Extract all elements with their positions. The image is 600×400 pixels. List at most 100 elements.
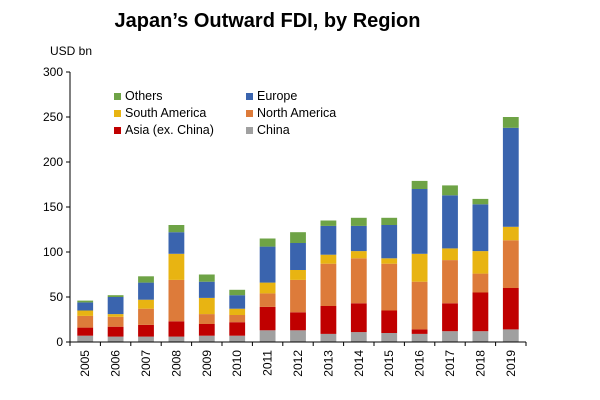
bar-segment-north-america-2013	[320, 263, 337, 306]
legend-swatch-others	[114, 93, 121, 100]
x-tick-label-2015: 2015	[382, 350, 396, 377]
bar-segment-china-2018	[472, 331, 489, 342]
bar-segment-europe-2012	[290, 243, 306, 270]
bar-segment-asia-ex-china--2011	[259, 306, 276, 331]
bar-segment-others-2012	[290, 232, 306, 243]
bar-segment-others-2017	[442, 185, 458, 196]
bar-segment-others-2006	[107, 295, 124, 297]
x-tick-label-2006: 2006	[109, 350, 123, 377]
legend-label-asia-ex-china-: Asia (ex. China)	[125, 123, 214, 137]
bar-segment-china-2013	[320, 333, 337, 342]
bar-segment-asia-ex-china--2017	[442, 303, 458, 332]
legend-swatch-europe	[246, 93, 253, 100]
x-tick-label-2007: 2007	[139, 350, 153, 377]
bar-segment-europe-2019	[502, 127, 519, 227]
y-tick-label-300: 300	[43, 65, 63, 79]
bar-segment-south-america-2018	[472, 251, 489, 274]
legend-swatch-north-america	[246, 110, 253, 117]
bar-segment-south-america-2016	[411, 253, 428, 282]
bar-segment-europe-2011	[259, 246, 276, 283]
bar-segment-north-america-2006	[107, 316, 124, 327]
x-tick-label-2018: 2018	[473, 350, 487, 377]
y-tick-label-100: 100	[43, 245, 63, 259]
bar-segment-north-america-2005	[77, 315, 94, 328]
bar-segment-others-2005	[77, 300, 94, 303]
bar-segment-europe-2013	[320, 225, 337, 255]
bar-segment-south-america-2014	[350, 251, 367, 259]
bar-segment-china-2009	[198, 335, 215, 342]
bar-segment-others-2013	[320, 220, 337, 226]
x-tick-label-2019: 2019	[504, 350, 518, 377]
bar-segment-north-america-2014	[350, 258, 367, 304]
bar-segment-others-2011	[259, 238, 276, 247]
chart-title: Japan’s Outward FDI, by Region	[114, 10, 421, 32]
bar-segment-china-2007	[138, 336, 154, 342]
bar-segment-south-america-2012	[290, 270, 306, 280]
bar-segment-south-america-2010	[229, 308, 246, 315]
bar-segment-others-2009	[198, 274, 215, 282]
bar-segment-china-2017	[442, 331, 458, 342]
bar-segment-north-america-2012	[290, 279, 306, 313]
bar-segment-north-america-2015	[381, 263, 398, 311]
bar-segment-asia-ex-china--2014	[350, 303, 367, 333]
bar-segment-asia-ex-china--2013	[320, 306, 337, 334]
bar-segment-south-america-2013	[320, 254, 337, 264]
bar-segment-south-america-2017	[442, 248, 458, 261]
y-tick-label-200: 200	[43, 155, 63, 169]
bar-segment-china-2015	[381, 333, 398, 342]
bar-segment-china-2016	[411, 333, 428, 342]
bar-segment-south-america-2009	[198, 297, 215, 315]
x-tick-label-2010: 2010	[230, 350, 244, 377]
bar-segment-asia-ex-china--2015	[381, 310, 398, 333]
bar-segment-asia-ex-china--2019	[502, 288, 519, 330]
bar-segment-north-america-2019	[502, 240, 519, 288]
bar-segment-others-2007	[138, 276, 154, 283]
legend-label-south-america: South America	[125, 106, 206, 120]
bar-segment-europe-2010	[229, 295, 246, 309]
legend-swatch-south-america	[114, 110, 121, 117]
bar-segment-europe-2014	[350, 225, 367, 252]
x-tick-label-2013: 2013	[321, 350, 335, 377]
bar-segment-others-2014	[350, 217, 367, 226]
x-tick-label-2009: 2009	[200, 350, 214, 377]
bar-segment-asia-ex-china--2018	[472, 292, 489, 332]
x-tick-label-2005: 2005	[78, 350, 92, 377]
legend-label-north-america: North America	[257, 106, 336, 120]
bar-segment-china-2005	[77, 335, 94, 342]
bar-segment-south-america-2007	[138, 299, 154, 309]
x-tick-label-2014: 2014	[352, 350, 366, 377]
bar-segment-europe-2007	[138, 282, 154, 300]
bar-segment-others-2010	[229, 289, 246, 296]
bar-segment-china-2008	[168, 336, 185, 342]
bar-segment-south-america-2008	[168, 253, 185, 280]
bar-segment-europe-2015	[381, 225, 398, 259]
bar-segment-europe-2016	[411, 189, 428, 254]
x-tick-label-2016: 2016	[413, 350, 427, 377]
bar-segment-others-2015	[381, 217, 398, 225]
legend-label-china: China	[257, 123, 290, 137]
bar-segment-europe-2009	[198, 281, 215, 298]
bar-segment-others-2018	[472, 198, 489, 205]
bar-segment-others-2019	[502, 117, 519, 128]
bar-segment-china-2010	[229, 335, 246, 342]
bar-segment-europe-2008	[168, 232, 185, 254]
bar-segment-north-america-2008	[168, 279, 185, 322]
bar-segment-china-2014	[350, 332, 367, 342]
bar-segment-asia-ex-china--2009	[198, 324, 215, 336]
bar-segment-europe-2017	[442, 195, 458, 249]
bar-segment-asia-ex-china--2005	[77, 327, 94, 336]
x-tick-label-2008: 2008	[169, 350, 183, 377]
y-tick-label-0: 0	[56, 335, 63, 349]
legend-swatch-china	[246, 127, 253, 134]
bar-segment-asia-ex-china--2012	[290, 312, 306, 331]
bar-segment-south-america-2015	[381, 258, 398, 264]
x-tick-label-2012: 2012	[291, 350, 305, 377]
bar-segment-china-2012	[290, 330, 306, 342]
x-tick-label-2017: 2017	[443, 350, 457, 377]
y-tick-label-150: 150	[43, 200, 63, 214]
legend-label-europe: Europe	[257, 89, 297, 103]
bar-segment-china-2006	[107, 336, 124, 342]
bar-segment-south-america-2005	[77, 310, 94, 316]
bar-segment-north-america-2007	[138, 308, 154, 325]
